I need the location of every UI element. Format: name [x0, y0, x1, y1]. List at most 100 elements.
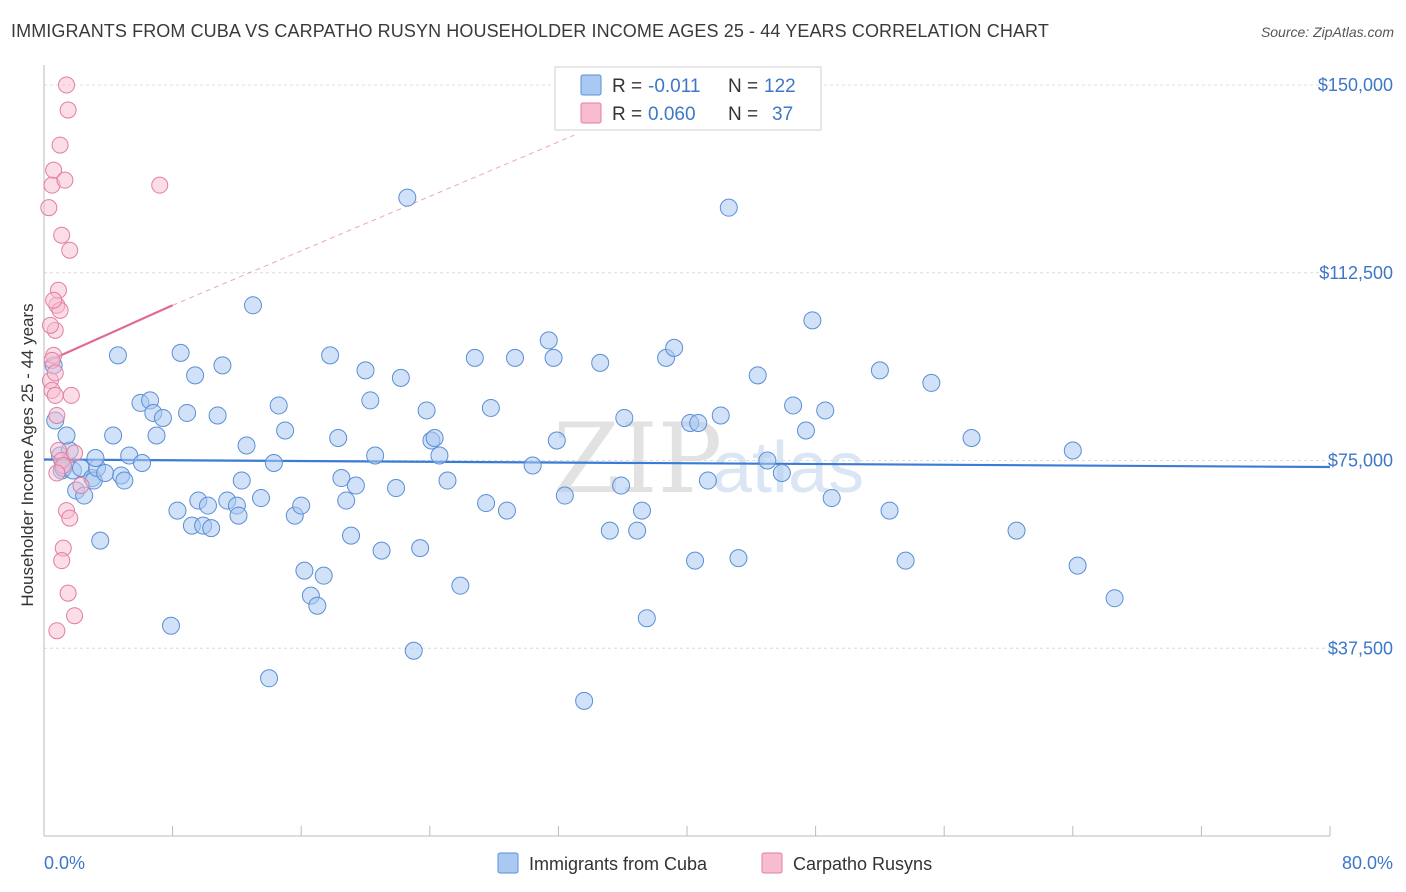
cuba-point-69: [417, 401, 436, 420]
cuba-point-54: [314, 566, 333, 585]
carpatho-point-27: [59, 584, 77, 602]
legend-n-label-cuba: N =: [728, 76, 758, 97]
carpatho-point-16: [58, 76, 76, 94]
carpatho-point-35: [66, 444, 84, 462]
carpatho-point-28: [66, 607, 84, 625]
legend-swatch-carpatho: [580, 102, 602, 124]
cuba-point-34: [198, 496, 217, 515]
cuba-point-119: [398, 188, 417, 207]
cuba-point-91: [632, 501, 651, 520]
y-tick-label-1: $112,500: [1319, 263, 1393, 283]
carpatho-point-15: [59, 101, 77, 119]
cuba-point-84: [555, 486, 574, 505]
cuba-point-56: [329, 428, 348, 447]
legend-swatch-cuba: [580, 74, 602, 96]
carpatho-point-32: [45, 291, 63, 309]
cuba-point-55: [321, 346, 340, 365]
cuba-point-21: [133, 454, 152, 473]
cuba-point-27: [168, 501, 187, 520]
cuba-point-58: [337, 491, 356, 510]
cuba-point-14: [96, 464, 115, 483]
cuba-point-44: [252, 489, 271, 508]
carpatho-point-13: [56, 171, 74, 189]
cuba-point-18: [115, 471, 134, 490]
cuba-point-53: [308, 596, 327, 615]
cuba-point-68: [411, 539, 430, 558]
cuba-point-59: [342, 526, 361, 545]
cuba-point-45: [260, 669, 279, 688]
cuba-point-47: [269, 396, 288, 415]
carpatho-point-0: [40, 199, 58, 217]
cuba-point-92: [637, 609, 656, 628]
x-tick-label-0: 0.0%: [44, 853, 85, 873]
watermark: ZIP atlas: [553, 403, 864, 515]
cuba-point-71: [425, 428, 444, 447]
carpatho-point-21: [48, 464, 66, 482]
carpatho-point-14: [51, 136, 69, 154]
cuba-point-15: [104, 426, 123, 445]
data-points: [40, 76, 1124, 710]
cuba-point-29: [178, 403, 197, 422]
legend-r-value-cuba: -0.011: [648, 76, 700, 97]
cuba-point-66: [391, 368, 410, 387]
axes: [43, 65, 1331, 837]
cuba-point-104: [772, 464, 791, 483]
cuba-point-108: [816, 401, 835, 420]
cuba-point-114: [962, 428, 981, 447]
legend-r-label-cuba: R =: [612, 76, 642, 97]
cuba-point-120: [57, 426, 76, 445]
carpatho-point-26: [53, 552, 71, 570]
cuba-point-90: [628, 521, 647, 540]
x-tick-labels: 0.0% 80.0%: [44, 853, 1393, 873]
cuba-point-57: [332, 469, 351, 488]
cuba-point-111: [880, 501, 899, 520]
cuba-point-102: [748, 366, 767, 385]
cuba-point-72: [430, 446, 449, 465]
y-tick-label-3: $37,500: [1328, 638, 1393, 658]
cuba-point-109: [822, 489, 841, 508]
trend-line-carpatho-extension: [172, 134, 575, 306]
carpatho-point-17: [61, 241, 79, 259]
cuba-point-75: [465, 348, 484, 367]
legend-r-value-carpatho: 0.060: [648, 104, 696, 125]
y-tick-labels: $150,000 $112,500 $75,000 $37,500: [1318, 75, 1393, 658]
cuba-point-81: [539, 331, 558, 350]
cuba-point-80: [523, 456, 542, 475]
cuba-point-85: [575, 691, 594, 710]
carpatho-point-30: [151, 176, 169, 194]
cuba-point-112: [896, 551, 915, 570]
cuba-point-101: [729, 549, 748, 568]
carpatho-point-24: [72, 477, 90, 495]
cuba-point-107: [803, 311, 822, 330]
cuba-point-62: [361, 391, 380, 410]
cuba-point-100: [719, 198, 738, 217]
cuba-point-24: [147, 426, 166, 445]
bottom-legend: Immigrants from Cuba Carpatho Rusyns: [497, 852, 932, 874]
cuba-point-40: [229, 506, 248, 525]
cuba-point-25: [153, 408, 172, 427]
cuba-point-115: [1007, 521, 1026, 540]
cuba-point-46: [264, 454, 283, 473]
trend-line-cuba: [43, 458, 1331, 469]
carpatho-point-12: [53, 226, 71, 244]
cuba-point-31: [186, 366, 205, 385]
carpatho-point-23: [61, 509, 79, 527]
cuba-point-63: [366, 446, 385, 465]
cuba-point-74: [451, 576, 470, 595]
legend: R = -0.011 N = 122 R = 0.060 N = 37: [554, 66, 822, 131]
cuba-point-82: [544, 348, 563, 367]
cuba-point-83: [547, 431, 566, 450]
trend-line-carpatho: [43, 304, 174, 364]
carpatho-point-2: [45, 161, 63, 179]
cuba-point-96: [686, 551, 705, 570]
legend-r-label-carpatho: R =: [612, 104, 642, 125]
carpatho-point-11: [48, 406, 66, 424]
carpatho-point-29: [48, 622, 66, 640]
cuba-point-113: [922, 373, 941, 392]
cuba-point-51: [295, 561, 314, 580]
carpatho-point-34: [62, 386, 80, 404]
cuba-point-26: [161, 616, 180, 635]
legend-n-value-carpatho: 37: [772, 104, 793, 125]
cuba-point-86: [591, 353, 610, 372]
cuba-point-87: [600, 521, 619, 540]
